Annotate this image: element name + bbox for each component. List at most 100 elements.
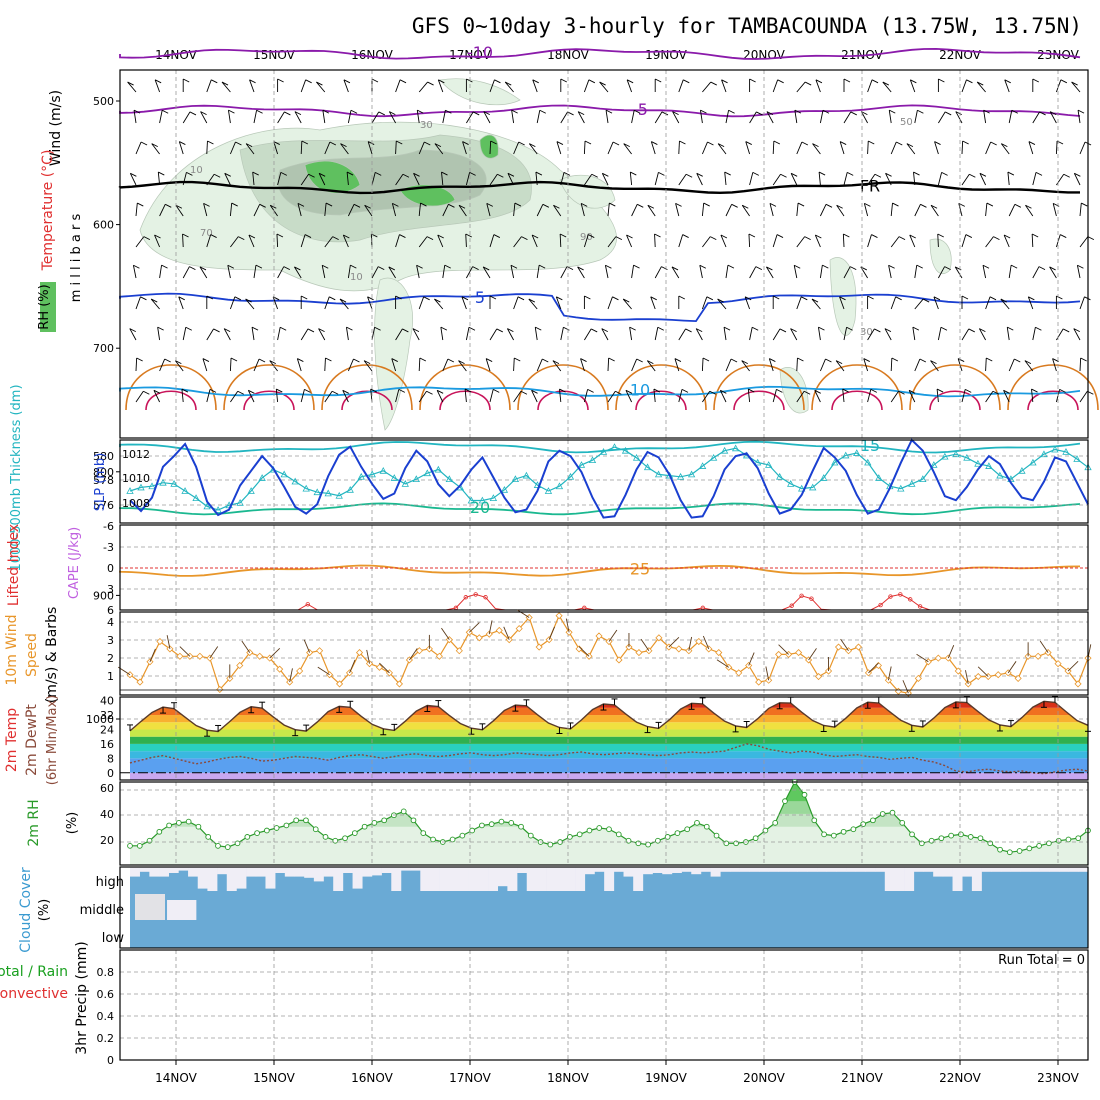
wind-speed-point xyxy=(535,643,543,651)
wind-barb xyxy=(1073,328,1080,332)
rh-point xyxy=(703,823,710,830)
wind-barb xyxy=(985,357,987,372)
wind-speed-point xyxy=(974,672,982,681)
rh-point xyxy=(870,817,876,824)
cloud-high-gap xyxy=(420,867,431,891)
wind-barb xyxy=(1077,264,1084,269)
wind-barb xyxy=(683,79,690,84)
wind-barb xyxy=(135,296,141,310)
thickness-point xyxy=(764,461,773,468)
thickness-point xyxy=(1062,448,1070,455)
wind-barb xyxy=(1008,358,1015,372)
wind-barb xyxy=(863,203,869,217)
rh-shading xyxy=(374,277,413,431)
thickness-point xyxy=(577,461,586,468)
rh-point xyxy=(283,822,290,829)
wind-speed-point xyxy=(1054,660,1062,668)
wind-barb xyxy=(808,648,817,661)
temp-tick-label: 24 xyxy=(100,723,114,736)
wind-barb xyxy=(249,79,256,84)
wind-barb xyxy=(890,391,899,403)
wind-barb xyxy=(842,389,845,403)
wind-barb xyxy=(801,296,808,301)
wind-barb xyxy=(486,203,491,217)
wind-barb xyxy=(253,358,260,372)
wind-barb xyxy=(765,666,770,681)
cloud-high-gap xyxy=(313,867,324,882)
thickness-point xyxy=(434,465,442,473)
warm-contour xyxy=(909,364,1001,411)
wind-tick-label: 2 xyxy=(107,652,114,665)
precip-panel xyxy=(119,949,1089,1061)
wind-barb xyxy=(657,326,664,331)
thickness-point xyxy=(489,494,498,501)
wind-barb xyxy=(769,358,776,362)
wind-barb xyxy=(993,236,1000,241)
wind-barb xyxy=(469,172,476,176)
wind-barb xyxy=(135,141,142,155)
wind-barb xyxy=(654,233,661,238)
wind-barb xyxy=(685,173,693,178)
wind-barb xyxy=(559,389,562,403)
wind-barb xyxy=(485,358,493,362)
wind-barb xyxy=(420,202,427,207)
wind-barb xyxy=(289,668,293,683)
wind-barb xyxy=(458,205,467,217)
wind-barb xyxy=(143,390,150,395)
wind-barb xyxy=(701,203,705,217)
wind-barb xyxy=(766,111,774,115)
isotherm-label: 15 xyxy=(860,436,880,455)
wind-barb xyxy=(395,79,401,93)
wind-barb xyxy=(503,626,510,640)
wind-barb xyxy=(1071,81,1081,93)
rh-point xyxy=(664,834,671,840)
wind-barb xyxy=(623,143,630,148)
wind-barb xyxy=(892,202,899,207)
wind-barb xyxy=(277,78,284,83)
wind-barb xyxy=(748,388,755,393)
wind-barb xyxy=(489,174,498,186)
rh-contour-label: 10 xyxy=(350,272,363,283)
wind-barb xyxy=(720,389,727,394)
rh-point xyxy=(264,827,270,834)
wind-barb xyxy=(202,358,208,372)
wind-barb xyxy=(678,174,687,186)
wind-barb xyxy=(559,388,566,393)
wind-barb xyxy=(577,111,585,124)
thickness-point xyxy=(853,449,861,456)
cloud-high-gap xyxy=(778,867,789,872)
cloud-high-gap xyxy=(1010,867,1021,872)
wind-barb xyxy=(867,140,869,155)
rh-contour-label: 50 xyxy=(900,117,913,128)
wind-barb xyxy=(968,328,975,333)
isotherm-line xyxy=(119,385,1081,398)
wind-barb xyxy=(885,173,892,186)
wind-barb xyxy=(605,110,609,124)
wind-barb xyxy=(465,172,471,186)
wind-barb xyxy=(709,390,716,395)
cloud-high-gap xyxy=(362,867,373,877)
rh-point xyxy=(273,825,280,831)
wind-barb xyxy=(717,143,725,148)
wind-barb xyxy=(1003,390,1010,403)
date-label-bottom: 23NOV xyxy=(1037,1071,1079,1085)
wind-barb xyxy=(741,360,748,365)
rh-shading xyxy=(304,160,361,194)
wind-speed-point xyxy=(635,649,643,657)
wind-barb xyxy=(631,358,638,372)
wind-barb xyxy=(426,390,433,395)
wind-barb xyxy=(961,79,967,93)
wind-barb xyxy=(696,173,703,186)
wind-barb xyxy=(1000,298,1008,303)
wind-barb xyxy=(458,204,466,209)
rh-contour-label: 30 xyxy=(420,120,433,131)
wind-barb xyxy=(1074,172,1081,177)
thickness-slp-panel xyxy=(119,439,1089,524)
wind-barb xyxy=(249,79,255,93)
wind-barb xyxy=(1007,326,1014,331)
wind-barb xyxy=(654,111,663,124)
wind-barb xyxy=(919,358,927,363)
wind-barb xyxy=(578,646,590,657)
rh-shading xyxy=(779,367,809,414)
thickness-point xyxy=(181,487,189,494)
